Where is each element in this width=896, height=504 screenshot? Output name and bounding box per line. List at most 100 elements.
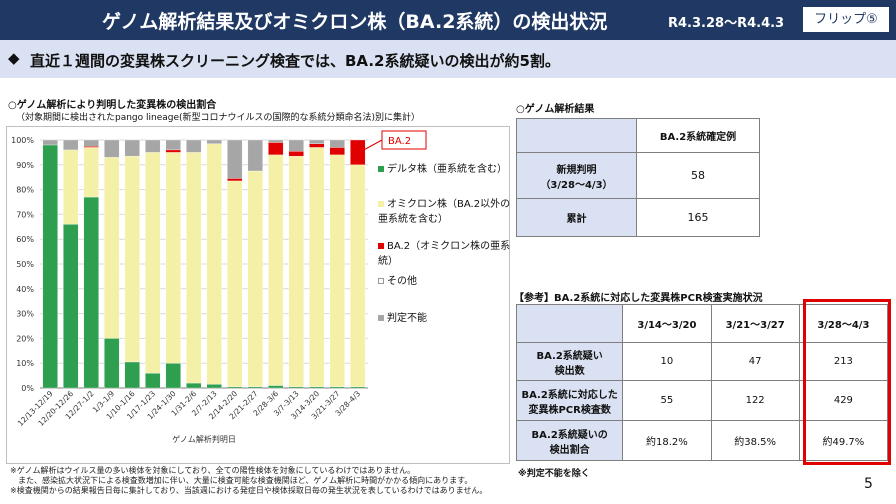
legend-item: オミクロン株（BA.2以外の 亜系統を含む） bbox=[378, 197, 510, 227]
footnote-line: ※ゲノム解析はウイルス量の多い検体を対象にしており、全ての陽性検体を対象にしてい… bbox=[10, 466, 416, 475]
bar-segment bbox=[288, 139, 304, 152]
pcr-row-label: BA.2系統疑い 検出数 bbox=[515, 342, 624, 381]
pcr-col-header: 3/28～4/3 bbox=[798, 304, 889, 343]
bar-segment bbox=[309, 386, 325, 389]
bar-segment bbox=[63, 149, 79, 225]
legend-item: その他 bbox=[378, 274, 417, 289]
genome-row-label: 累計 bbox=[516, 198, 637, 237]
y-tick-label: 20% bbox=[16, 334, 34, 343]
page-number: 5 bbox=[864, 476, 873, 492]
bar-segment bbox=[350, 386, 366, 389]
bar-segment bbox=[350, 164, 366, 387]
bar-segment bbox=[63, 224, 79, 389]
chart-frame bbox=[6, 126, 510, 464]
bar-segment bbox=[329, 147, 345, 156]
y-tick-label: 50% bbox=[16, 260, 34, 269]
pcr-cell: 55 bbox=[622, 380, 712, 421]
bar-segment bbox=[145, 139, 161, 153]
pcr-col-header: 3/14～3/20 bbox=[622, 304, 712, 343]
bar-segment bbox=[288, 155, 304, 387]
y-tick-label: 0% bbox=[21, 384, 34, 393]
genome-row-value: 165 bbox=[636, 198, 760, 237]
diamond-icon: ◆ bbox=[8, 49, 20, 67]
title-bar: ゲノム解析結果及びオミクロン株（BA.2系統）の検出状況 R4.3.28～R4.… bbox=[0, 0, 896, 40]
bar-segment bbox=[83, 146, 99, 148]
bar-segment bbox=[227, 139, 243, 179]
bar-segment bbox=[165, 139, 181, 151]
pcr-cell: 213 bbox=[798, 342, 889, 381]
genome-table-header: BA.2系統確定例 bbox=[636, 118, 760, 153]
bar-segment bbox=[206, 384, 222, 389]
y-tick-label: 80% bbox=[16, 186, 34, 195]
y-tick-label: 90% bbox=[16, 161, 34, 170]
pcr-cell: 429 bbox=[798, 380, 889, 421]
legend-swatch bbox=[378, 201, 384, 207]
pcr-cell: 約38.5% bbox=[710, 420, 800, 461]
legend-label: 判定不能 bbox=[387, 313, 427, 324]
pcr-table-corner bbox=[515, 304, 624, 343]
bar-segment bbox=[247, 170, 263, 387]
page-title: ゲノム解析結果及びオミクロン株（BA.2系統）の検出状況 bbox=[102, 11, 608, 33]
callout-label: BA.2 bbox=[388, 136, 411, 147]
legend-label: その他 bbox=[387, 276, 417, 287]
pcr-cell: 47 bbox=[710, 342, 800, 381]
pcr-cell: 約18.2% bbox=[622, 420, 712, 461]
bar-segment bbox=[104, 338, 120, 389]
bar-segment bbox=[145, 152, 161, 374]
y-tick-label: 60% bbox=[16, 235, 34, 244]
bar-segment bbox=[63, 139, 79, 151]
pcr-table: 3/14～3/20 3/21～3/27 3/28～4/3 BA.2系統疑い 検出… bbox=[515, 304, 889, 461]
bar-segment bbox=[42, 144, 58, 389]
pcr-footnote: ※判定不能を除く bbox=[518, 469, 590, 479]
chart-section-title: ○ゲノム解析により判明した変異株の検出割合 bbox=[8, 100, 217, 111]
highlight-frame bbox=[803, 299, 891, 465]
pcr-row-label: BA.2系統疑いの 検出割合 bbox=[515, 420, 624, 461]
bar-segment bbox=[104, 139, 120, 158]
bar-segment bbox=[165, 152, 181, 364]
legend-swatch bbox=[378, 243, 384, 249]
bar-segment bbox=[268, 139, 284, 143]
bar-segment bbox=[165, 149, 181, 153]
bar-segment bbox=[268, 142, 284, 156]
bar-segment bbox=[227, 178, 243, 182]
bar-segment bbox=[42, 139, 58, 146]
legend-item: 判定不能 bbox=[378, 311, 427, 326]
legend-swatch bbox=[378, 166, 384, 172]
bar-segment bbox=[309, 139, 325, 144]
genome-section-title: ○ゲノム解析結果 bbox=[516, 104, 595, 115]
bar-segment bbox=[309, 147, 325, 387]
bar-segment bbox=[329, 139, 345, 148]
bar-segment bbox=[124, 361, 140, 389]
bar-segment bbox=[165, 363, 181, 389]
bar-segment bbox=[268, 385, 284, 389]
bar-segment bbox=[247, 386, 263, 389]
y-tick-label: 30% bbox=[16, 310, 34, 319]
x-axis-label: ゲノム解析判明日 bbox=[172, 434, 236, 444]
bar-segment bbox=[186, 382, 202, 389]
callout-line bbox=[359, 139, 383, 153]
y-tick-label: 10% bbox=[16, 359, 34, 368]
bar-segment bbox=[124, 139, 140, 157]
pcr-section-title: 【参考】BA.2系統に対応した変異株PCR検査実施状況 bbox=[514, 293, 763, 304]
flip-label: フリップ⑤ bbox=[802, 6, 890, 33]
bar-segment bbox=[83, 196, 99, 389]
pcr-col-header: 3/21～3/27 bbox=[710, 304, 800, 343]
genome-table-corner bbox=[516, 118, 637, 153]
footnote-line: ※検査機関からの結果報告日毎に集計しており、当該週における発症日や検体採取日毎の… bbox=[10, 486, 488, 495]
bar-segment bbox=[350, 139, 366, 165]
bar-segment bbox=[288, 386, 304, 389]
legend-label: BA.2（オミクロン株の亜系 統） bbox=[378, 241, 511, 267]
bar-segment bbox=[186, 139, 202, 153]
date-range: R4.3.28～R4.4.3 bbox=[668, 16, 785, 31]
bar-segment bbox=[227, 180, 243, 387]
legend-swatch bbox=[378, 278, 384, 284]
bar-segment bbox=[83, 139, 99, 147]
bar-segment bbox=[227, 386, 243, 389]
footnote-line: また、感染拡大状況下による検査数増加に伴い、大量に検査可能な検査機関ほど、ゲノム… bbox=[10, 476, 473, 485]
summary-text: 直近１週間の変異株スクリーニング検査では、BA.2系統疑いの検出が約5割。 bbox=[30, 52, 560, 70]
chart-section-subtitle: （対象期間に検出されたpango lineage(新型コロナウイルスの国際的な系… bbox=[16, 113, 421, 123]
legend-swatch bbox=[378, 315, 384, 321]
bar-segment bbox=[268, 154, 284, 386]
legend-label: デルタ株（亜系統を含む） bbox=[387, 164, 507, 175]
